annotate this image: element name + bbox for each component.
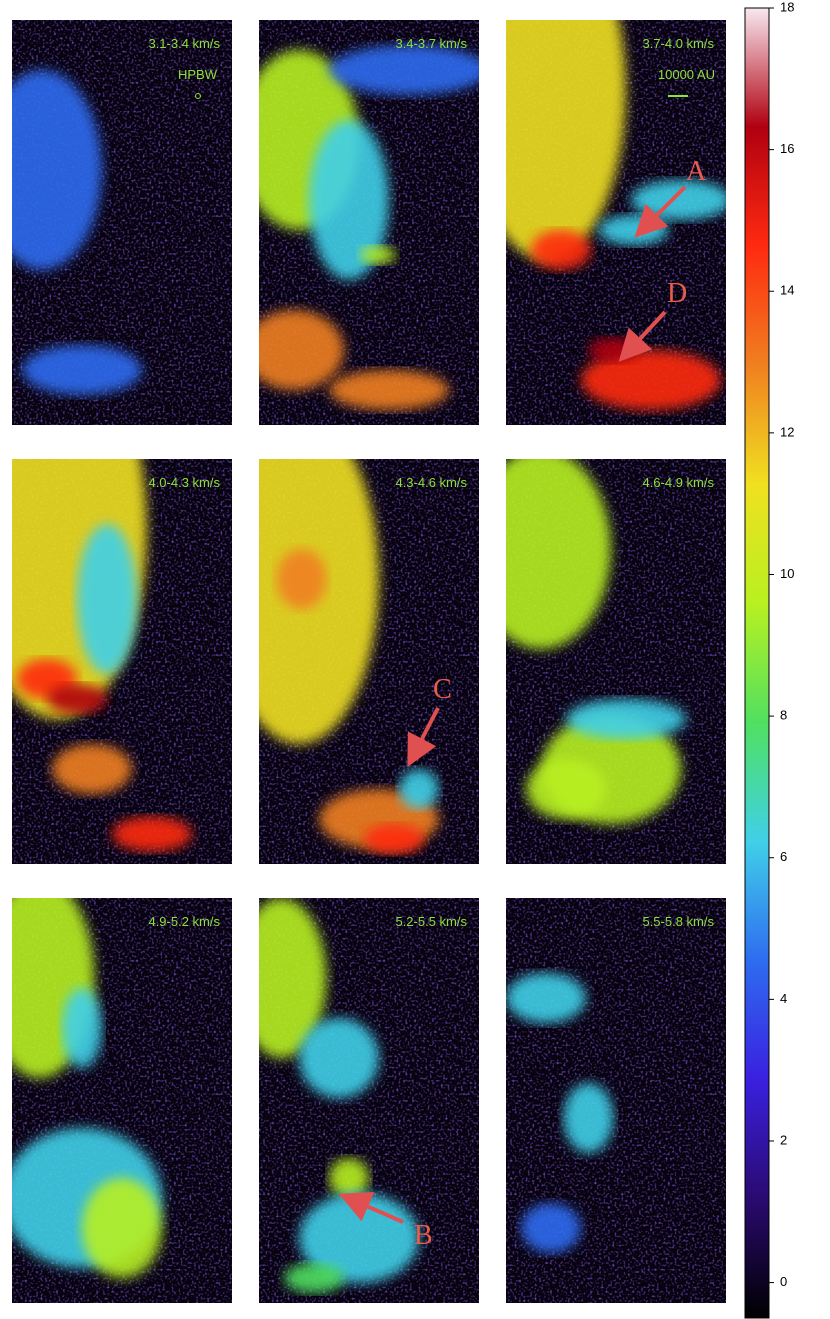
- emission-region: [47, 684, 107, 714]
- panel-label: 4.6-4.9 km/s: [642, 475, 714, 490]
- panel-label: 3.7-4.0 km/s: [642, 36, 714, 51]
- emission: [506, 20, 726, 425]
- channel-map: 3.4-3.7 km/s: [259, 20, 479, 425]
- emission-region: [276, 549, 327, 609]
- panel-label: 4.0-4.3 km/s: [148, 475, 220, 490]
- channel-map: 5.5-5.8 km/s: [506, 898, 726, 1303]
- arrow: [338, 1191, 404, 1224]
- tick-label: 12: [780, 424, 794, 439]
- emission-region: [309, 120, 389, 280]
- emission-region: [52, 744, 132, 794]
- channel-map: 4.0-4.3 km/s: [12, 459, 232, 864]
- emission-region: [364, 824, 424, 854]
- tick-label: 18: [780, 0, 794, 14]
- emission-region: [563, 1083, 614, 1153]
- panel-label: 5.2-5.5 km/s: [395, 914, 467, 929]
- beam-label: HPBW: [178, 67, 218, 82]
- emission-region: [259, 898, 327, 1058]
- colorbar-ticks: 0 2 4 6 8 10 12 14 16 18: [769, 0, 794, 1289]
- channel-map: 4.9-5.2 km/s: [12, 898, 232, 1303]
- arrow: [618, 310, 667, 362]
- emission-region: [506, 973, 586, 1023]
- channel-map: 4.6-4.9 km/s: [506, 459, 726, 864]
- scale-label: 10000 AU: [658, 67, 715, 82]
- emission: [12, 898, 232, 1303]
- annotation: B: [414, 1220, 433, 1251]
- panel-label: 4.3-4.6 km/s: [395, 475, 467, 490]
- tick-label: 2: [780, 1132, 787, 1147]
- tick-label: 14: [780, 283, 794, 298]
- channel-map: 5.2-5.5 km/s: [259, 898, 479, 1303]
- beam: [195, 93, 201, 99]
- annotation: C: [433, 674, 452, 705]
- emission-region: [299, 1018, 379, 1098]
- panels: 3.1-3.4 km/s 3.4-3.7 km/s 3.7-4.0 km/s 4.0-…: [12, 20, 726, 1303]
- annotation: D: [667, 278, 687, 309]
- emission-region: [12, 70, 102, 270]
- emission-region: [531, 230, 591, 270]
- channel-map: 4.3-4.6 km/s: [259, 459, 479, 864]
- panel-label: 3.4-3.7 km/s: [395, 36, 467, 51]
- annotation: A: [686, 156, 707, 187]
- emission-region: [77, 524, 137, 674]
- emission-region: [112, 816, 192, 852]
- arrow: [634, 185, 687, 238]
- emission-region: [329, 1158, 369, 1198]
- emission-region: [506, 459, 611, 649]
- panel-label: 5.5-5.8 km/s: [642, 914, 714, 929]
- annotations: A D C B: [338, 156, 707, 1251]
- emission-region: [631, 180, 726, 220]
- emission-region: [506, 20, 626, 260]
- tick-label: 8: [780, 708, 787, 723]
- emission-region: [399, 769, 439, 809]
- arrow: [407, 707, 440, 768]
- emission-region: [259, 459, 379, 744]
- emission-region: [82, 1178, 162, 1278]
- emission-region: [22, 345, 142, 395]
- emission: [12, 459, 232, 864]
- tick-label: 4: [780, 991, 787, 1006]
- panel-label: 3.1-3.4 km/s: [148, 36, 220, 51]
- emission: [506, 898, 726, 1303]
- emission: [259, 20, 479, 425]
- emission-region: [521, 1203, 581, 1253]
- emission: [12, 20, 232, 425]
- tick-label: 16: [780, 141, 794, 156]
- channel-map: 3.1-3.4 km/s: [12, 20, 232, 425]
- emission-region: [259, 310, 344, 390]
- emission-region: [284, 1263, 344, 1293]
- emission-region: [329, 45, 479, 95]
- emission: [506, 459, 726, 864]
- emission-region: [526, 759, 606, 819]
- emission: [259, 898, 479, 1303]
- tick-label: 10: [780, 566, 794, 581]
- emission-region: [329, 370, 449, 410]
- panel-label: 4.9-5.2 km/s: [148, 914, 220, 929]
- channel-map: 3.7-4.0 km/s: [506, 20, 726, 425]
- emission-region: [62, 988, 102, 1068]
- emission-region: [598, 215, 669, 245]
- colorbar: [744, 7, 770, 1319]
- tick-label: 0: [780, 1274, 787, 1289]
- emission-region: [581, 350, 721, 410]
- tick-label: 6: [780, 849, 787, 864]
- emission-region: [360, 246, 396, 264]
- emission-region: [566, 699, 686, 739]
- emission: [259, 459, 479, 864]
